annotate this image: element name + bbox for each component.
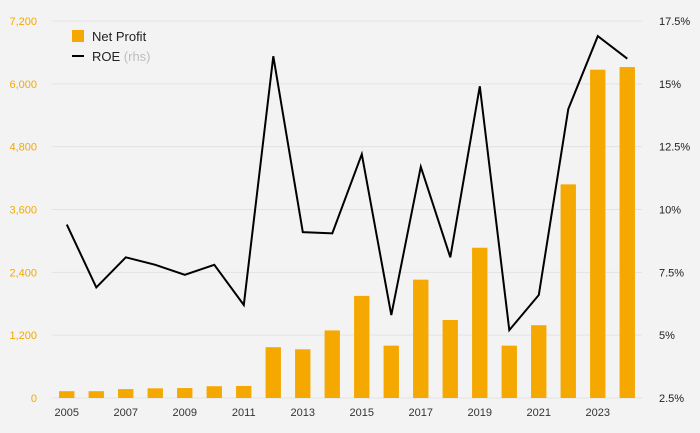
legend-label-net-profit: Net Profit	[92, 28, 147, 44]
y-left-tick-label: 7,200	[9, 16, 37, 28]
bar-net-profit	[354, 295, 370, 398]
y-left-tick-label: 4,800	[9, 142, 37, 154]
bar-net-profit	[118, 389, 134, 398]
y-right-tick-label: 10%	[659, 205, 681, 217]
bar-net-profit	[560, 184, 576, 398]
legend-item-net-profit: Net Profit	[72, 26, 151, 46]
y-right-tick-label: 5%	[659, 330, 675, 342]
x-tick-label: 2019	[468, 407, 492, 419]
x-tick-label: 2011	[232, 407, 256, 419]
line-roe	[65, 34, 628, 333]
legend: Net Profit ROE (rhs)	[72, 26, 151, 66]
bar-net-profit	[619, 67, 635, 399]
x-tick-label: 2013	[291, 407, 315, 419]
y-right-tick-label: 17.5%	[659, 16, 690, 28]
legend-item-roe: ROE (rhs)	[72, 46, 151, 66]
bar-net-profit	[413, 279, 429, 398]
bar-net-profit	[265, 347, 281, 398]
x-tick-label: 2023	[586, 407, 610, 419]
y-left-tick-label: 3,600	[9, 205, 37, 217]
x-tick-label: 2007	[114, 407, 138, 419]
x-tick-label: 2021	[527, 407, 551, 419]
y-left-tick-label: 2,400	[9, 267, 37, 279]
x-tick-label: 2017	[409, 407, 433, 419]
bar-net-profit	[147, 388, 163, 398]
y-right-tick-label: 2.5%	[659, 393, 684, 405]
y-right-tick-label: 15%	[659, 79, 681, 91]
bar-net-profit	[88, 391, 104, 398]
legend-label-roe: ROE	[92, 48, 121, 64]
y-right-tick-label: 12.5%	[659, 142, 690, 154]
y-right-tick-label: 7.5%	[659, 267, 684, 279]
bar-net-profit	[442, 319, 458, 398]
bar-net-profit	[324, 330, 340, 398]
roe-swatch	[72, 55, 84, 57]
bar-net-profit	[383, 345, 399, 398]
x-tick-label: 2009	[173, 407, 197, 419]
bar-net-profit	[177, 388, 193, 398]
net-profit-swatch	[72, 30, 84, 42]
bar-net-profit	[472, 247, 488, 398]
bar-net-profit	[531, 325, 547, 398]
x-tick-label: 2015	[350, 407, 374, 419]
bar-net-profit	[59, 391, 75, 398]
bar-net-profit	[206, 386, 222, 398]
bar-net-profit	[590, 69, 606, 398]
y-left-tick-label: 1,200	[9, 330, 37, 342]
x-tick-label: 2005	[55, 407, 79, 419]
bar-net-profit	[295, 349, 311, 398]
y-left-tick-label: 6,000	[9, 79, 37, 91]
legend-label-roe-rhs: (rhs)	[120, 48, 151, 64]
y-left-tick-label: 0	[31, 393, 37, 405]
bar-net-profit	[236, 385, 252, 398]
bar-net-profit	[501, 345, 517, 398]
